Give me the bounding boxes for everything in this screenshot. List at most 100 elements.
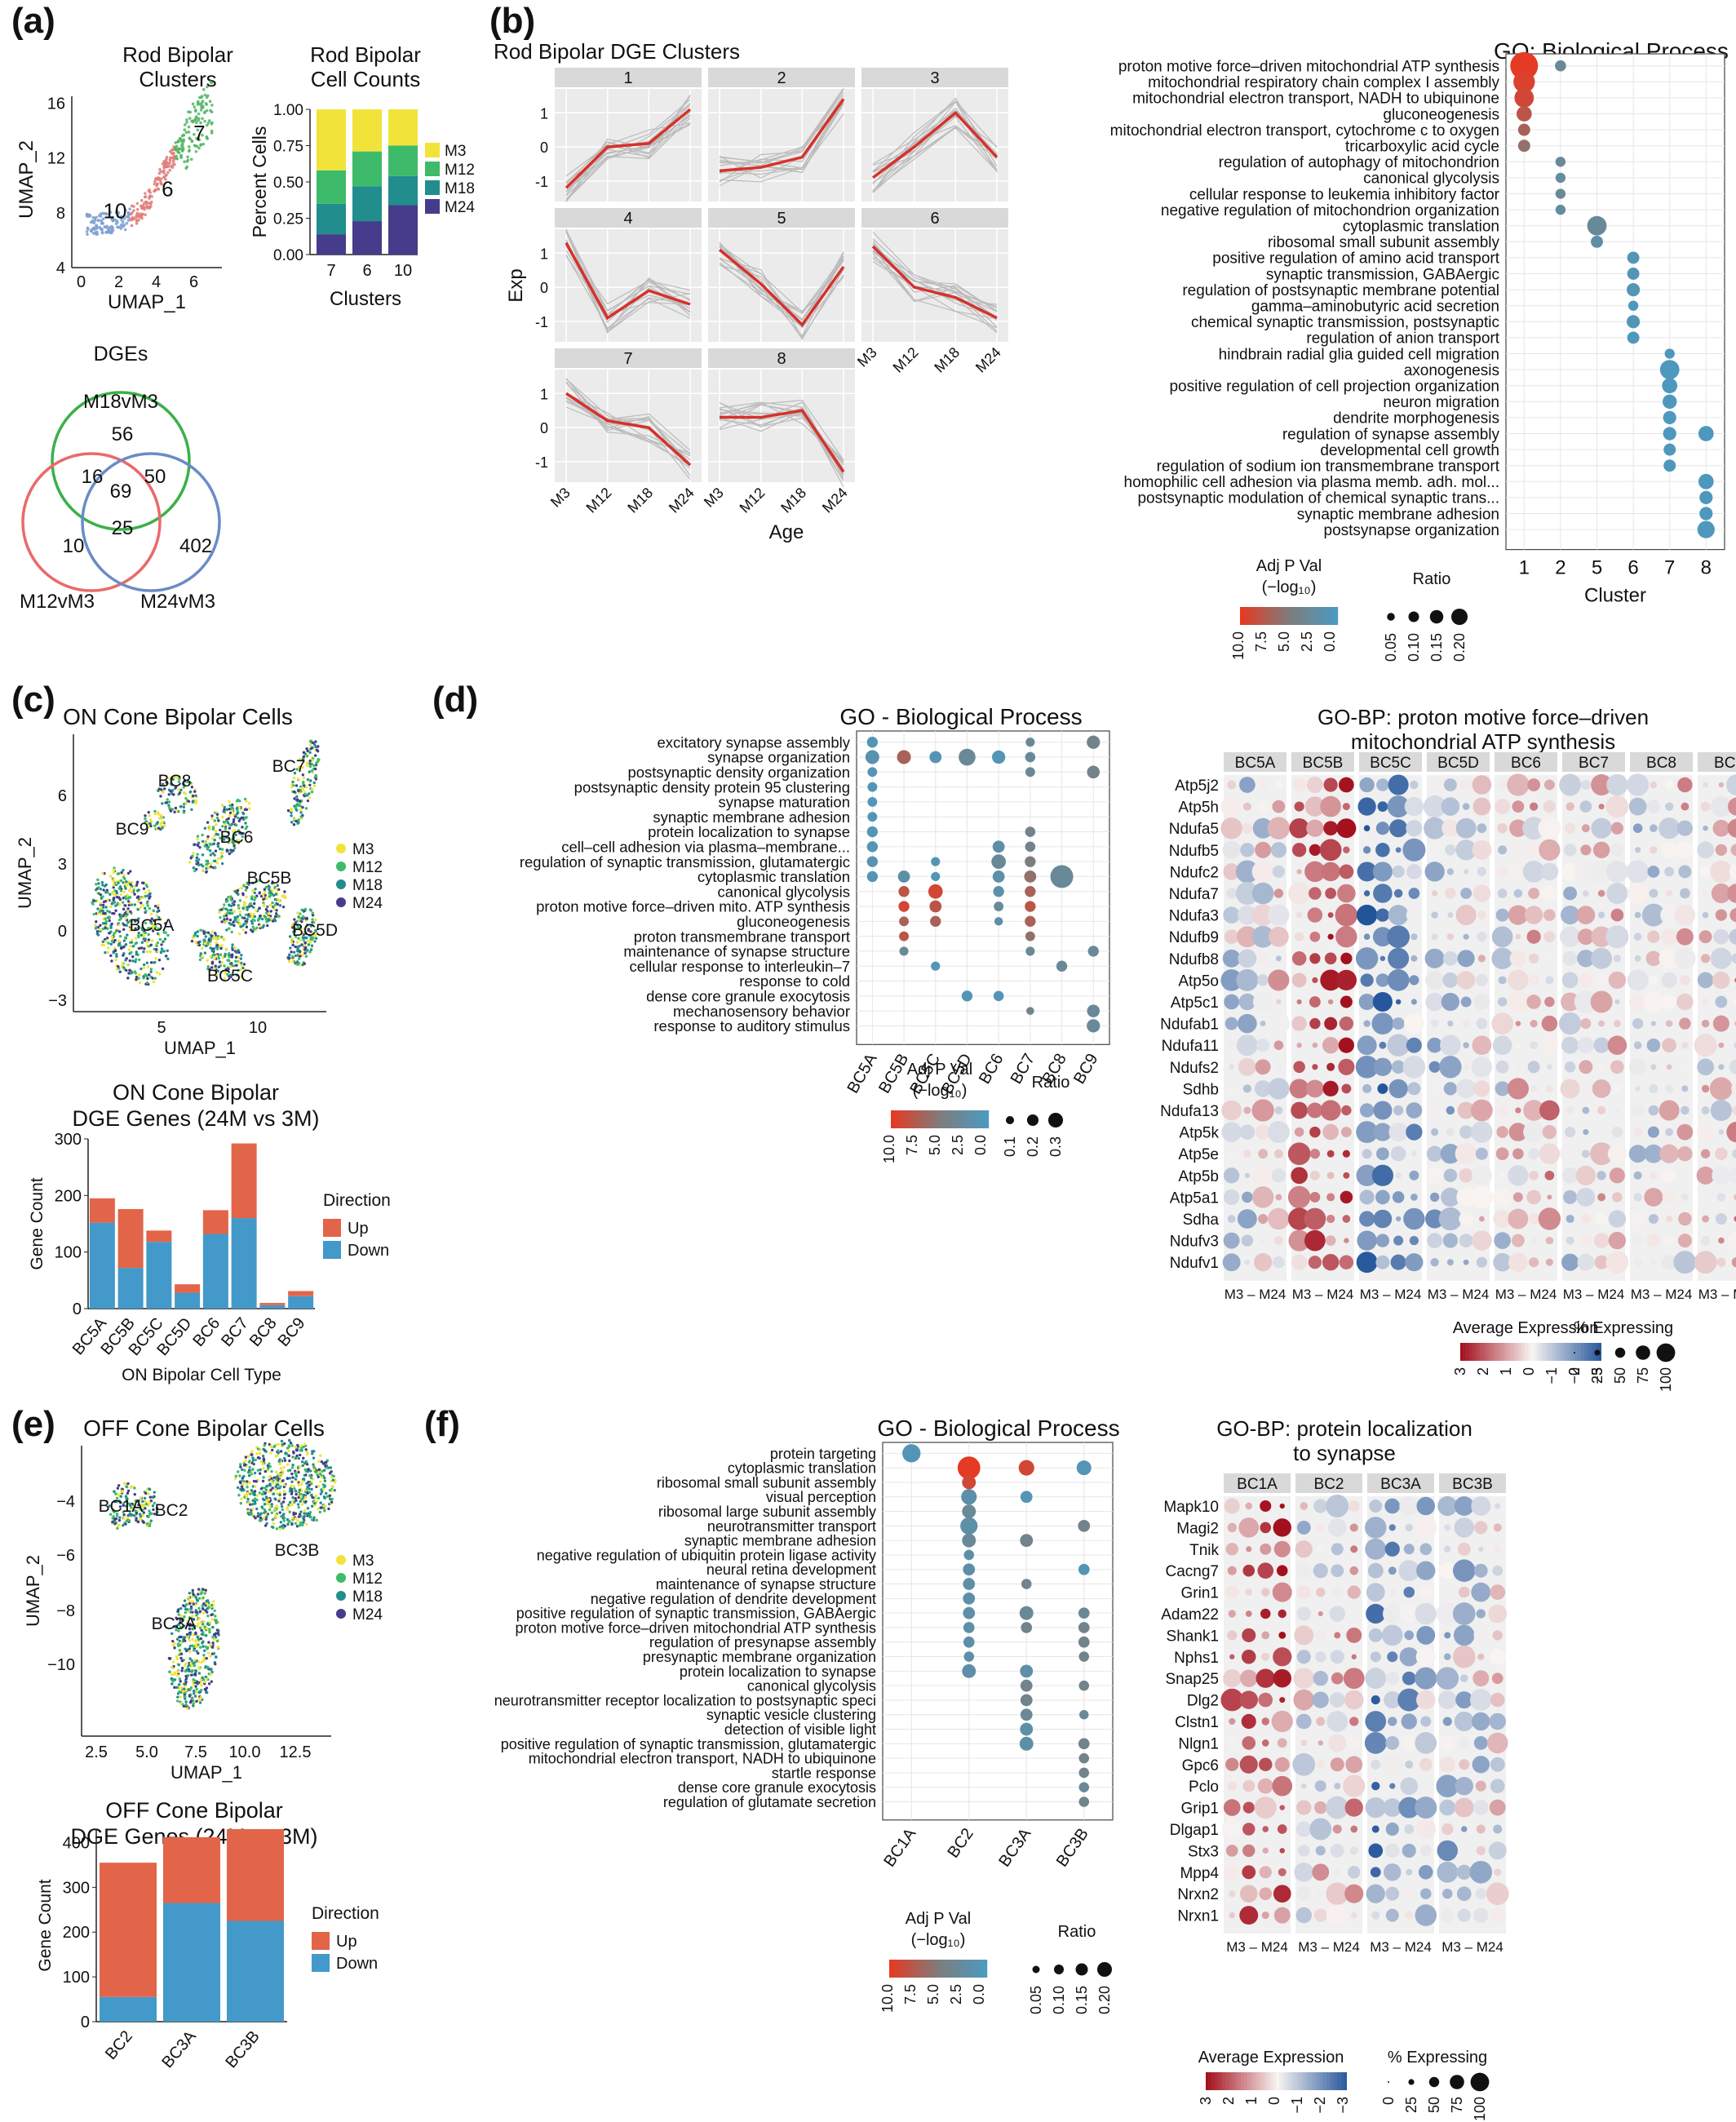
umap-point (271, 919, 275, 923)
umap-point (222, 937, 225, 941)
umap-point (185, 1649, 188, 1653)
umap-point (197, 1606, 201, 1610)
umap-point (93, 231, 97, 234)
umap-point (104, 883, 108, 887)
umap-point (278, 904, 282, 907)
umap-point (293, 1487, 296, 1491)
umap-point (188, 781, 193, 784)
heat-dot (1513, 888, 1523, 898)
umap-point (225, 848, 228, 852)
umap-point (305, 755, 309, 758)
x-tick-label: 8 (1701, 557, 1712, 579)
heat-dot (1662, 1190, 1676, 1204)
umap-point (194, 1685, 197, 1688)
umap-point (144, 1507, 147, 1510)
umap-point (319, 1506, 322, 1509)
heat-dot (1718, 1042, 1725, 1048)
x-tick-label: 10 (249, 1019, 267, 1037)
umap-point (126, 907, 130, 910)
heat-dot (1515, 1043, 1521, 1048)
cluster-label: BC6 (220, 828, 254, 847)
heat-dot (1243, 1106, 1251, 1114)
umap-point (86, 233, 89, 237)
umap-point (206, 865, 210, 869)
umap-point (202, 1649, 206, 1652)
umap-point (233, 946, 237, 950)
umap-point (259, 914, 262, 918)
umap-point (155, 944, 158, 948)
umap-point (302, 1456, 305, 1460)
umap-point (168, 162, 171, 165)
umap-point (177, 1663, 180, 1667)
heat-dot (1460, 996, 1472, 1008)
umap-point (308, 783, 312, 786)
gene-trace (565, 103, 691, 202)
umap-point (299, 1510, 303, 1513)
umap-point (160, 943, 163, 946)
heat-dot (1680, 1061, 1690, 1072)
umap-point (124, 1522, 127, 1526)
heat-dot (1404, 1013, 1424, 1034)
umap-point (235, 950, 238, 954)
umap-point (137, 977, 140, 980)
heat-dot (1647, 930, 1660, 943)
heat-dot (1404, 796, 1424, 817)
heat-dot (1628, 797, 1647, 816)
umap-point (308, 1510, 312, 1514)
bar-segment (202, 1210, 228, 1234)
umap-point (112, 868, 116, 872)
venn-count: 69 (110, 481, 132, 503)
go-term-label: cellular response to interleukin–7 (630, 958, 850, 975)
umap-point (203, 119, 206, 123)
heat-dot (1239, 1124, 1256, 1140)
umap-point (220, 935, 224, 939)
umap-point (296, 911, 299, 915)
umap-point (234, 955, 238, 959)
go-term-label: response to cold (739, 972, 850, 990)
umap-point (282, 1490, 286, 1493)
mean-line (719, 98, 845, 173)
colorbar-step (1264, 607, 1268, 625)
umap-point (188, 1700, 193, 1704)
x-tick-label: BC9 (1070, 1051, 1102, 1088)
heat-dot (1507, 773, 1530, 796)
legend-label: M3 (445, 143, 466, 160)
x-tick-label: 10 (394, 262, 412, 280)
umap-point (98, 910, 101, 914)
heat-dot (1343, 1172, 1350, 1179)
heat-dot (1424, 948, 1445, 968)
umap-point (271, 1448, 274, 1452)
umap-point (100, 219, 103, 223)
gene-trace (565, 232, 691, 315)
umap-point (261, 1463, 264, 1466)
umap-point (176, 1609, 179, 1612)
heat-dot (1429, 1192, 1440, 1203)
umap-point (196, 934, 199, 938)
colorbar-step (1255, 607, 1258, 625)
colorbar-step (1260, 607, 1263, 625)
go-term-label: neurotransmitter transport (707, 1518, 876, 1535)
umap-point (117, 923, 121, 927)
umap-point (265, 897, 268, 900)
umap-point (277, 888, 281, 892)
umap-point (112, 951, 115, 955)
venn-circle-M18 (51, 391, 191, 531)
heat-dot (1274, 1106, 1283, 1114)
umap-point (118, 1516, 122, 1519)
umap-point (313, 1501, 317, 1505)
umap-point (147, 927, 150, 930)
heat-dot (1702, 998, 1709, 1006)
heat-dot (1267, 817, 1291, 839)
umap-point (245, 925, 249, 928)
umap-point (291, 1464, 294, 1467)
umap-point (211, 826, 215, 829)
umap-point (119, 893, 122, 897)
umap-point (220, 839, 224, 842)
umap-point (125, 215, 128, 219)
umap-point (119, 227, 123, 230)
umap-point (306, 1491, 309, 1495)
facet-label: 6 (930, 210, 939, 228)
facet-label: BC8 (1646, 755, 1676, 772)
umap-point (224, 835, 228, 839)
umap-point (227, 837, 230, 840)
